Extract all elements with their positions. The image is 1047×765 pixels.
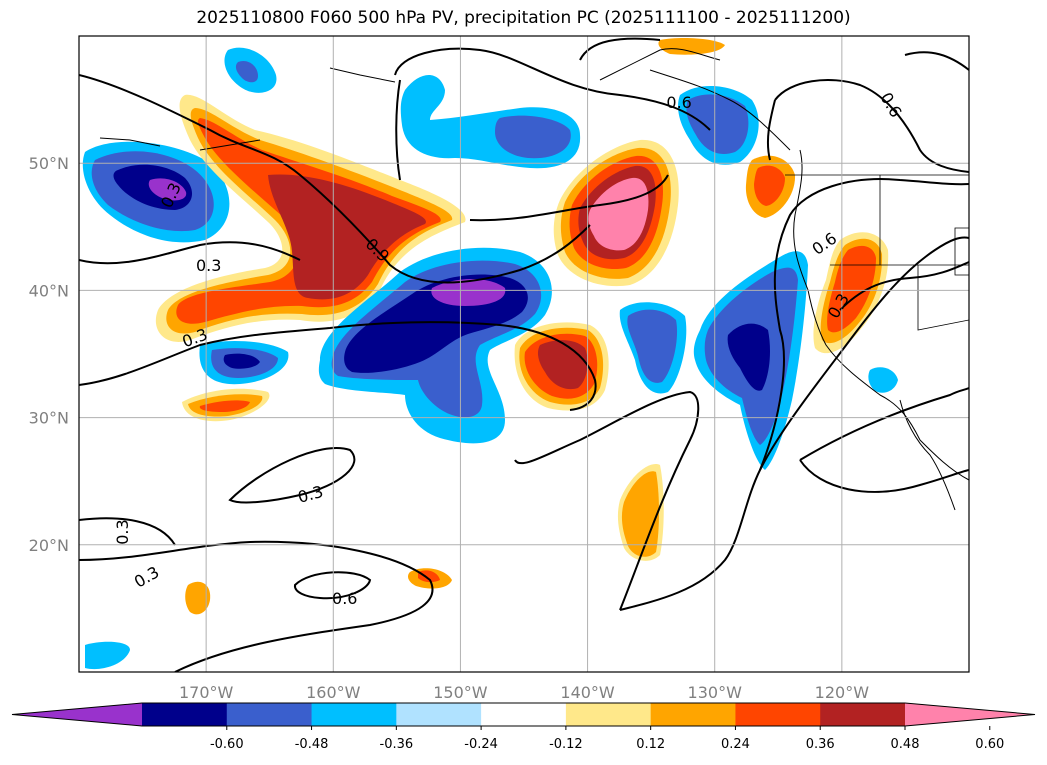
colorbar-segment bbox=[311, 703, 397, 726]
lat-tick-label: 20°N bbox=[29, 536, 69, 555]
contour-label: 0.3 bbox=[296, 482, 326, 507]
colorbar-extend-high bbox=[905, 703, 1035, 726]
lon-tick-label: 160°W bbox=[306, 683, 361, 702]
colorbar-extend-low bbox=[12, 703, 142, 726]
lon-tick-label: 120°W bbox=[815, 683, 870, 702]
colorbar-segment bbox=[565, 703, 652, 726]
colorbar-tick-label: 0.60 bbox=[975, 737, 1004, 752]
contour-label-text: 0.6 bbox=[876, 89, 905, 121]
colorbar-tick-labels: -0.60 -0.48 -0.36 -0.24 -0.12 0.12 0.24 0.36 0.4… bbox=[210, 726, 1004, 752]
lat-tick-label: 30°N bbox=[29, 409, 69, 428]
colorbar-segment bbox=[481, 703, 567, 726]
colorbar-tick-label: 0.36 bbox=[806, 737, 835, 752]
political-borders bbox=[785, 174, 969, 331]
colorbar-tick-label: -0.48 bbox=[295, 737, 329, 752]
latitude-tick-labels: 20°N 30°N 40°N 50°N bbox=[29, 154, 69, 555]
pv-contours bbox=[79, 37, 969, 672]
lon-tick-label: 140°W bbox=[560, 683, 615, 702]
colorbar-outline bbox=[11, 702, 1036, 727]
contour-label-text: 0.6 bbox=[666, 93, 691, 112]
contour-label: 0.3 bbox=[196, 256, 221, 275]
contour-label-text: 0.3 bbox=[296, 482, 326, 507]
contour-label: 0.6 bbox=[332, 589, 357, 608]
coastlines bbox=[99, 48, 969, 511]
colorbar-tick-label: -0.12 bbox=[549, 737, 583, 752]
longitude-tick-labels: 170°W 160°W 150°W 140°W 130°W 120°W bbox=[179, 683, 869, 702]
contour-label: 0.3 bbox=[113, 519, 132, 544]
colorbar-tick-label: 0.48 bbox=[891, 737, 920, 752]
contour-label: 0.6 bbox=[876, 89, 905, 121]
contour-label-text: 0.3 bbox=[113, 519, 132, 544]
colorbar-segment bbox=[226, 703, 313, 726]
colorbar bbox=[11, 702, 1036, 727]
colorbar-tick-label: -0.60 bbox=[210, 737, 244, 752]
colorbar-tick-label: 0.12 bbox=[636, 737, 665, 752]
shaded-anomaly-field bbox=[82, 37, 898, 670]
lon-tick-label: 150°W bbox=[433, 683, 488, 702]
contour-label-text: 0.3 bbox=[131, 562, 163, 591]
lon-tick-label: 170°W bbox=[179, 683, 234, 702]
contour-label: 0.3 bbox=[131, 562, 163, 591]
colorbar-segment bbox=[820, 703, 906, 726]
lon-tick-label: 130°W bbox=[688, 683, 743, 702]
colorbar-tick-label: 0.24 bbox=[721, 737, 750, 752]
lat-tick-label: 40°N bbox=[29, 281, 69, 300]
map-gridlines bbox=[79, 36, 969, 672]
plot-title: 2025110800 F060 500 hPa PV, precipitatio… bbox=[196, 8, 851, 28]
lat-tick-label: 50°N bbox=[29, 154, 69, 173]
colorbar-tick-label: -0.24 bbox=[464, 737, 498, 752]
colorbar-segment bbox=[142, 703, 228, 726]
contour-label: 0.6 bbox=[666, 93, 691, 112]
colorbar-segment bbox=[650, 703, 736, 726]
map-frame bbox=[78, 35, 970, 673]
colorbar-tick-label: -0.36 bbox=[380, 737, 414, 752]
contour-label-text: 0.3 bbox=[196, 256, 221, 275]
colorbar-segment bbox=[396, 703, 482, 726]
colorbar-segment bbox=[735, 703, 821, 726]
contour-label-text: 0.6 bbox=[332, 589, 357, 608]
